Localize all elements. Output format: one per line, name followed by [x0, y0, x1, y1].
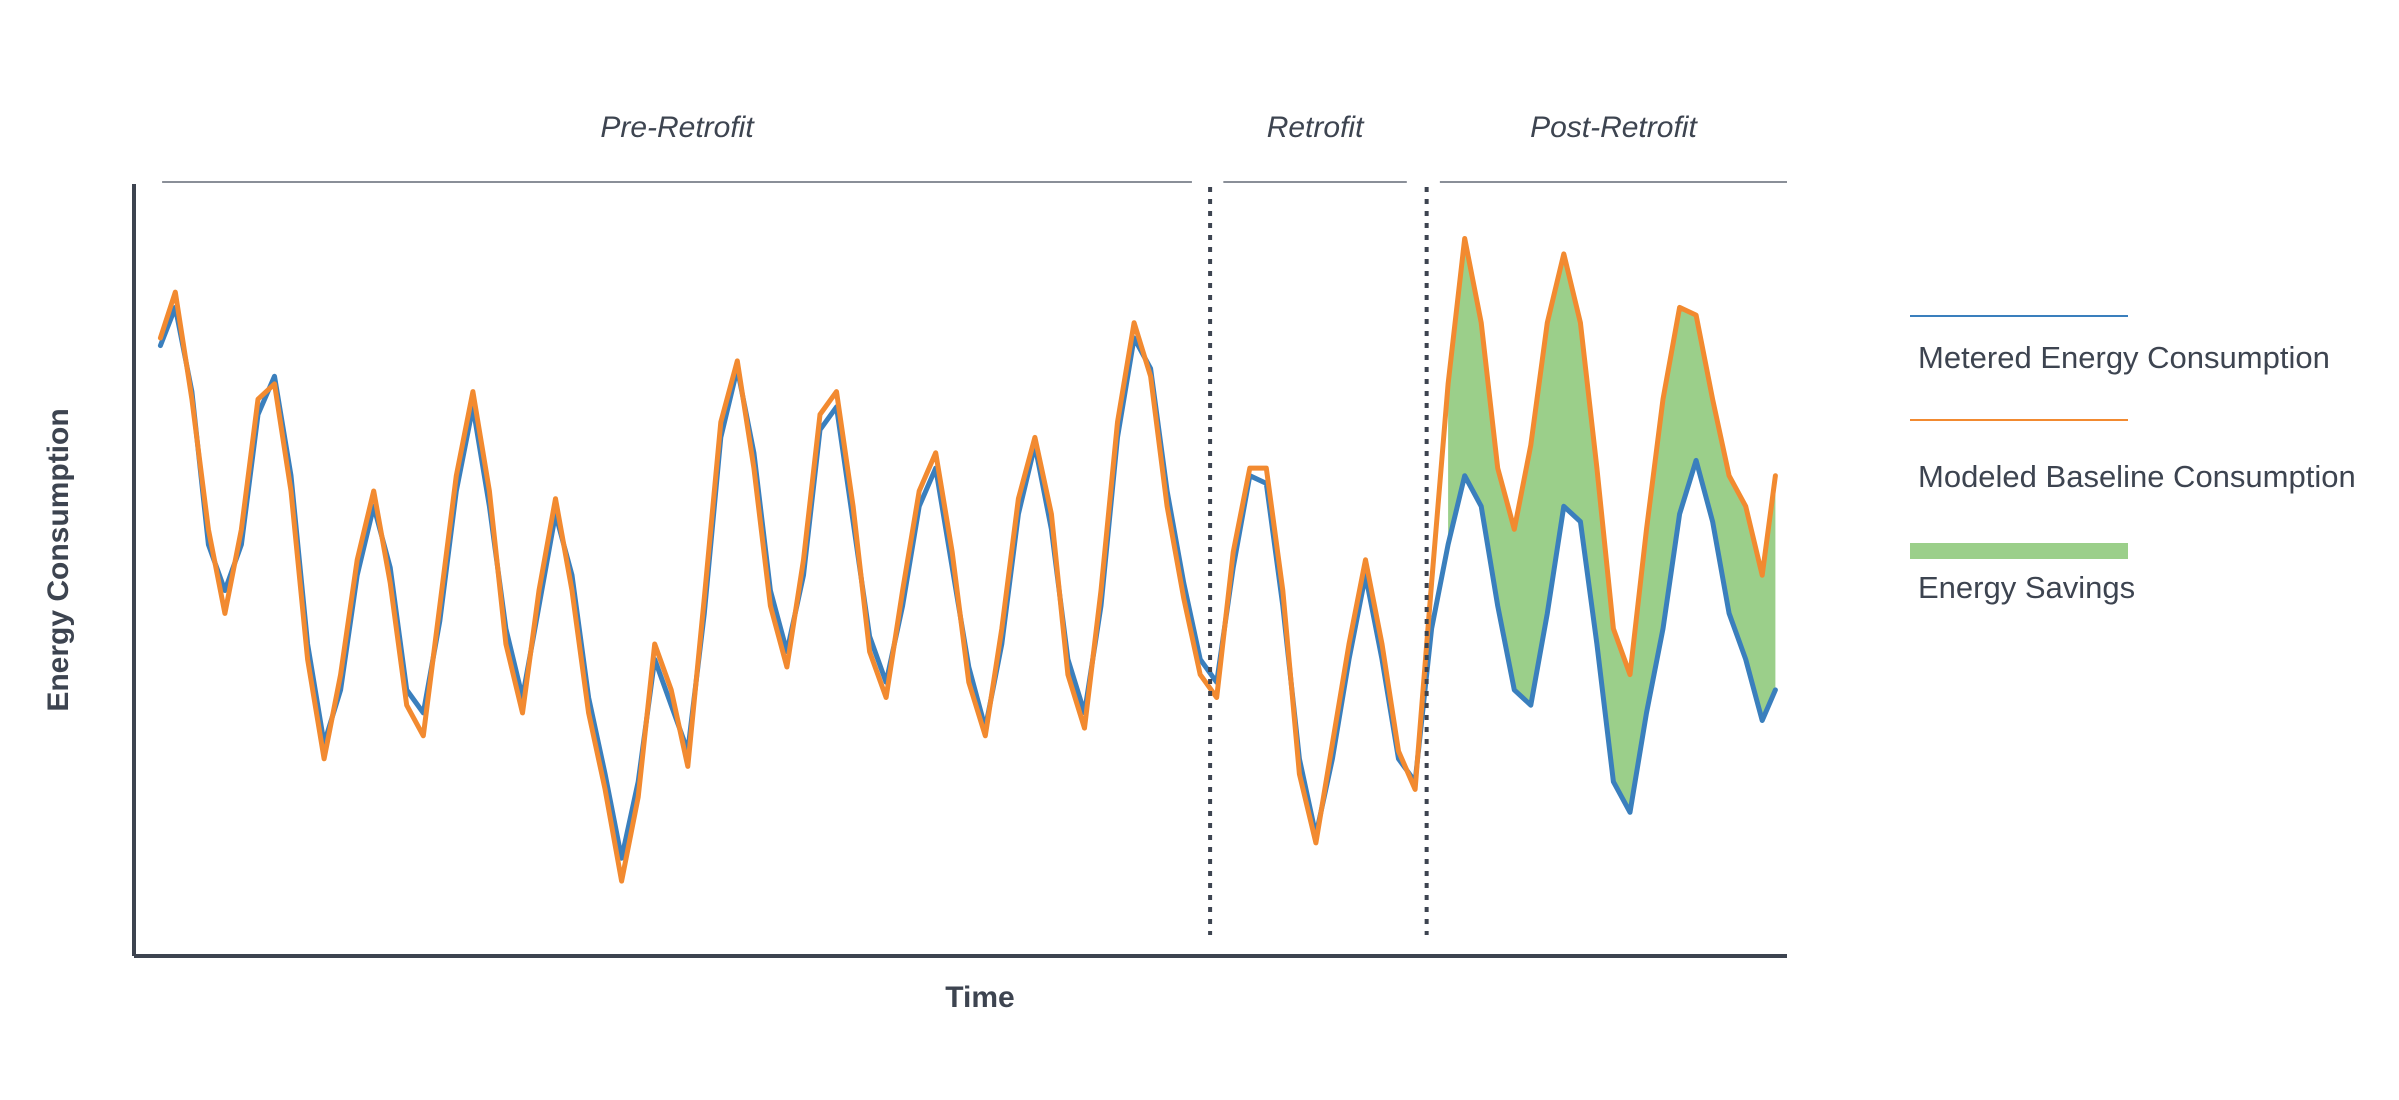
legend-swatch-3 [1910, 543, 2128, 559]
legend-label-3: Energy Savings [1918, 570, 2135, 605]
legend-label-1: Metered Energy Consumption [1918, 340, 2330, 375]
series-lines-layer [157, 236, 1778, 884]
phase-label-3: Post-Retrofit [1530, 111, 1698, 144]
legend: Metered Energy Consumption Modeled Baseli… [1910, 315, 2356, 605]
x-axis-label: Time [945, 981, 1014, 1014]
phase-label-1: Pre-Retrofit [600, 111, 755, 144]
phase-labels-layer: Pre-Retrofit Retrofit Post-Retrofit [162, 111, 1787, 183]
savings-fill-layer [1448, 238, 1776, 813]
phase-dividers-layer [1208, 187, 1429, 935]
phase-label-2: Retrofit [1267, 111, 1365, 144]
legend-label-2: Modeled Baseline Consumption [1918, 459, 2356, 494]
baseline-consumption-line [157, 236, 1778, 884]
energy-savings-area [1448, 238, 1776, 813]
y-axis-label: Energy Consumption [42, 408, 75, 711]
